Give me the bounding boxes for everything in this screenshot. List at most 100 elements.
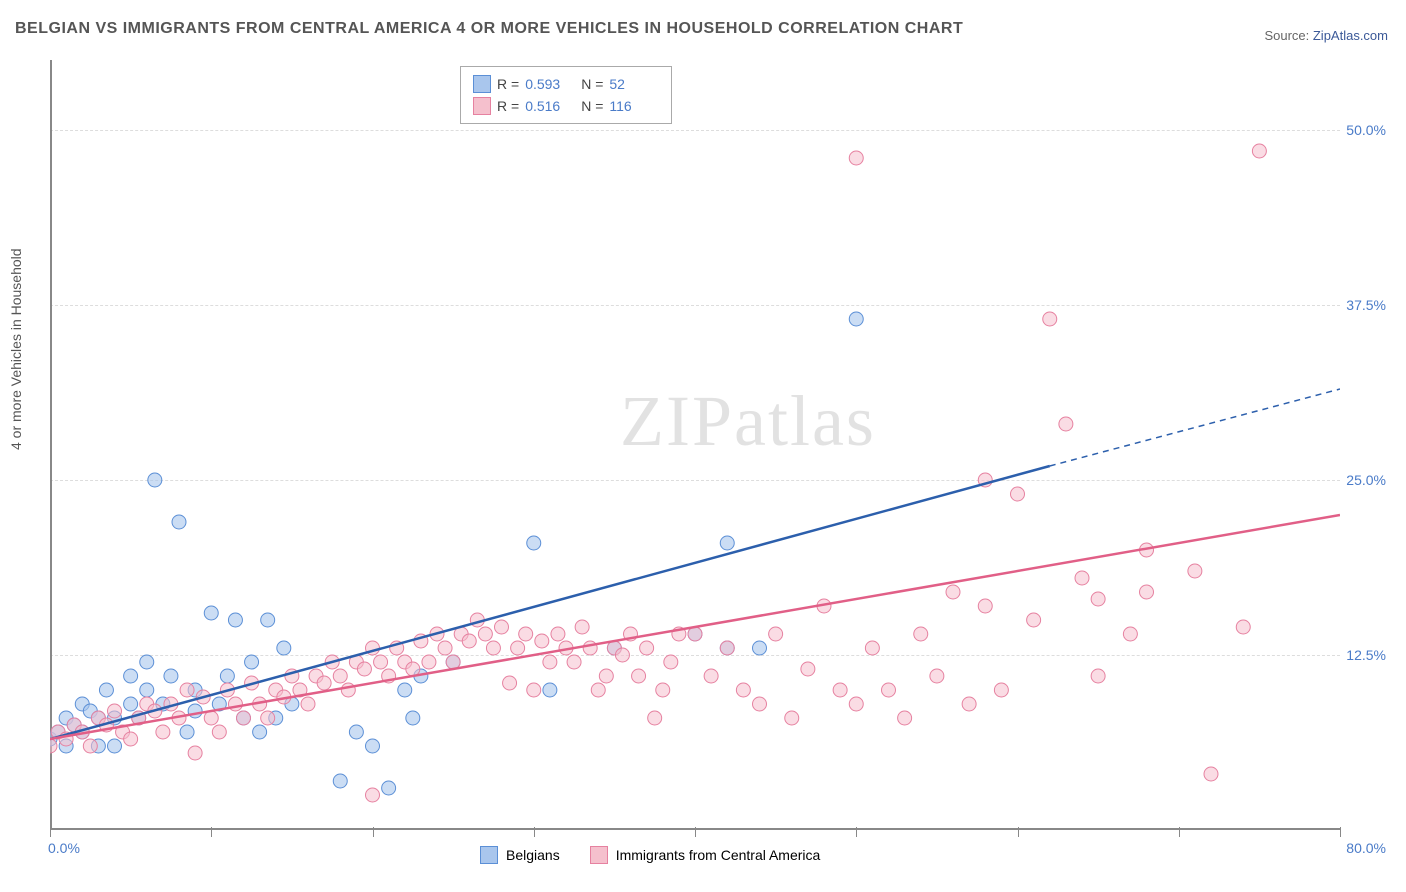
data-point (753, 697, 767, 711)
data-point (704, 669, 718, 683)
data-point (575, 620, 589, 634)
data-point (656, 683, 670, 697)
data-point (1059, 417, 1073, 431)
x-tick (1340, 827, 1341, 837)
data-point (511, 641, 525, 655)
trend-line (50, 466, 1050, 739)
data-point (1123, 627, 1137, 641)
data-point (156, 725, 170, 739)
data-point (930, 669, 944, 683)
data-point (1027, 613, 1041, 627)
data-point (317, 676, 331, 690)
data-point (567, 655, 581, 669)
source-link[interactable]: ZipAtlas.com (1313, 28, 1388, 43)
data-point (212, 725, 226, 739)
data-point (648, 711, 662, 725)
chart-title: BELGIAN VS IMMIGRANTS FROM CENTRAL AMERI… (15, 20, 963, 38)
data-point (785, 711, 799, 725)
y-tick-label: 37.5% (1346, 297, 1386, 313)
data-point (261, 711, 275, 725)
data-point (1075, 571, 1089, 585)
data-point (543, 683, 557, 697)
data-point (333, 774, 347, 788)
data-point (994, 683, 1008, 697)
data-point (495, 620, 509, 634)
data-point (172, 515, 186, 529)
data-point (180, 725, 194, 739)
data-point (124, 697, 138, 711)
data-point (180, 683, 194, 697)
y-tick-label: 50.0% (1346, 122, 1386, 138)
scatter-plot (50, 60, 1340, 830)
y-tick-label: 12.5% (1346, 647, 1386, 663)
data-point (591, 683, 605, 697)
legend-swatch-pink (590, 846, 608, 864)
data-point (1091, 592, 1105, 606)
data-point (462, 634, 476, 648)
data-point (736, 683, 750, 697)
data-point (599, 669, 613, 683)
data-point (366, 788, 380, 802)
data-point (640, 641, 654, 655)
data-point (108, 704, 122, 718)
n-label: N = (581, 98, 603, 114)
data-point (245, 655, 259, 669)
n-value-belgians: 52 (609, 76, 659, 92)
data-point (962, 697, 976, 711)
legend-row-immigrants: R = 0.516 N = 116 (473, 95, 659, 117)
r-value-belgians: 0.593 (525, 76, 575, 92)
data-point (527, 683, 541, 697)
data-point (1236, 620, 1250, 634)
legend-label-immigrants: Immigrants from Central America (616, 847, 821, 863)
data-point (124, 669, 138, 683)
data-point (543, 655, 557, 669)
data-point (398, 683, 412, 697)
data-point (486, 641, 500, 655)
data-point (140, 655, 154, 669)
data-point (1043, 312, 1057, 326)
legend-row-belgians: R = 0.593 N = 52 (473, 73, 659, 95)
r-label: R = (497, 76, 519, 92)
data-point (1140, 585, 1154, 599)
data-point (551, 627, 565, 641)
data-point (220, 669, 234, 683)
data-point (833, 683, 847, 697)
data-point (188, 746, 202, 760)
n-label: N = (581, 76, 603, 92)
data-point (914, 627, 928, 641)
data-point (720, 641, 734, 655)
legend-swatch-blue (473, 75, 491, 93)
data-point (478, 627, 492, 641)
data-point (664, 655, 678, 669)
data-point (632, 669, 646, 683)
legend-item-immigrants: Immigrants from Central America (590, 846, 821, 864)
data-point (1188, 564, 1202, 578)
data-point (237, 711, 251, 725)
legend-item-belgians: Belgians (480, 846, 560, 864)
data-point (382, 781, 396, 795)
data-point (769, 627, 783, 641)
data-point (1204, 767, 1218, 781)
data-point (140, 683, 154, 697)
legend-swatch-blue (480, 846, 498, 864)
data-point (438, 641, 452, 655)
r-label: R = (497, 98, 519, 114)
series-legend: Belgians Immigrants from Central America (480, 846, 820, 864)
legend-swatch-pink (473, 97, 491, 115)
data-point (519, 627, 533, 641)
data-point (527, 536, 541, 550)
data-point (253, 725, 267, 739)
data-point (333, 669, 347, 683)
data-point (898, 711, 912, 725)
data-point (1252, 144, 1266, 158)
data-point (277, 641, 291, 655)
legend-label-belgians: Belgians (506, 847, 560, 863)
data-point (849, 151, 863, 165)
data-point (865, 641, 879, 655)
data-point (615, 648, 629, 662)
data-point (228, 613, 242, 627)
x-max-label: 80.0% (1346, 840, 1386, 856)
data-point (882, 683, 896, 697)
data-point (83, 739, 97, 753)
data-point (753, 641, 767, 655)
